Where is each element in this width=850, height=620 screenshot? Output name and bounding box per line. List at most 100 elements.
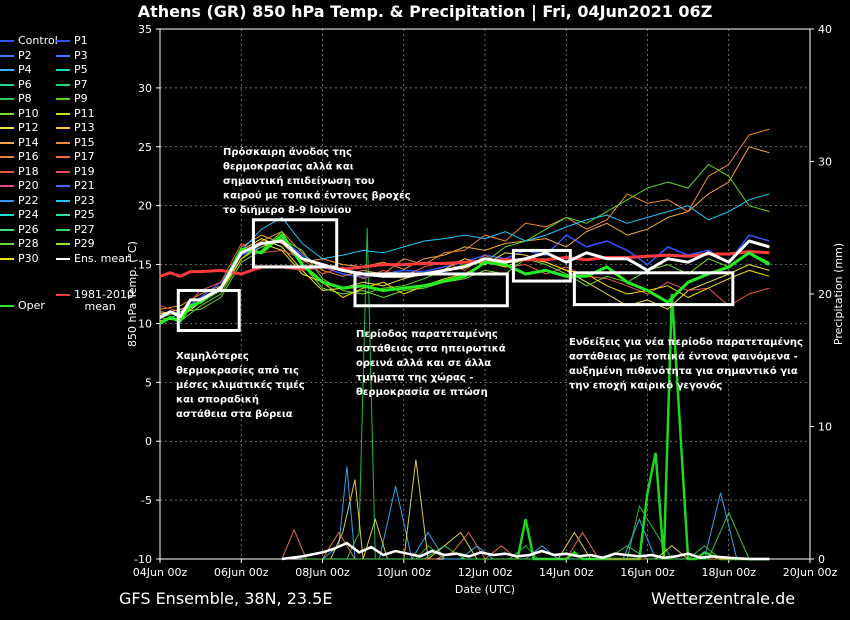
highlight-box: [572, 271, 735, 307]
x-tick-label: 10Jun 00z: [377, 566, 432, 579]
legend-label: P2: [18, 48, 32, 62]
legend-label: P12: [18, 121, 39, 134]
precip-line-p4: [322, 466, 770, 561]
legend-item: P10: [0, 106, 39, 120]
precip-line-ens-mean: [281, 541, 770, 561]
x-tick-label: 14Jun 00z: [539, 566, 594, 579]
legend-swatch: [0, 54, 14, 57]
temp-line-p12: [159, 238, 770, 315]
legend-swatch: [0, 170, 14, 173]
y-tick-label: 15: [138, 259, 152, 272]
y-tick-label: 5: [145, 376, 152, 389]
legend-item: Control: [0, 35, 58, 47]
highlight-box: [251, 218, 339, 269]
legend-item: P25: [56, 209, 95, 221]
y2-tick-label: 20: [818, 288, 832, 301]
legend-label: Ens. mean: [74, 251, 132, 265]
temp-line-p14: [159, 146, 770, 315]
legend-swatch: [0, 83, 14, 86]
y-tick-label: 25: [138, 141, 152, 154]
legend-swatch: [56, 112, 70, 115]
legend-item: P18: [0, 164, 39, 178]
y2-tick-label: 0: [818, 553, 825, 566]
legend-item: P27: [56, 222, 95, 236]
legend-label: P11: [74, 106, 95, 120]
y-axis-label: 850 hPa Temp. (°C): [126, 241, 139, 347]
legend-swatch: [56, 69, 70, 71]
legend-label: P27: [74, 222, 95, 236]
legend-swatch: [0, 185, 14, 187]
x-tick-label: 18Jun 00z: [702, 566, 757, 579]
legend-swatch: [0, 69, 14, 71]
legend-label: P7: [74, 77, 88, 91]
legend-label: P29: [74, 237, 95, 250]
legend-swatch: [0, 98, 14, 100]
legend-item: P15: [56, 136, 95, 149]
y2-tick-label: 10: [818, 421, 832, 434]
temp-line-p23: [159, 193, 770, 322]
legend-swatch: [56, 214, 70, 216]
legend-label: P3: [74, 48, 88, 62]
legend-swatch: [56, 141, 70, 144]
footer-source: GFS Ensemble, 38N, 23.5E: [119, 589, 333, 608]
highlight-box: [511, 248, 572, 283]
legend-label: P20: [18, 179, 39, 192]
legend-item: P20: [0, 180, 39, 192]
legend-item: P17: [56, 151, 95, 163]
y-tick-label: 10: [138, 317, 152, 330]
legend-swatch: [0, 156, 14, 158]
legend-item: P9: [56, 93, 88, 105]
legend-item: P23: [56, 194, 95, 207]
temp-line-p9: [159, 163, 770, 322]
legend-label: P30: [18, 251, 39, 265]
legend-swatch: [0, 112, 14, 115]
legend-label: P21: [74, 179, 95, 192]
legend-item: P12: [0, 122, 39, 134]
legend-item: P28: [0, 238, 39, 250]
legend-label: Control: [18, 34, 58, 47]
x-tick-label: 06Jun 00z: [214, 566, 269, 579]
x-tick-label: 12Jun 00z: [458, 566, 513, 579]
precip-line-p27: [302, 511, 770, 560]
legend-swatch: [0, 40, 14, 42]
legend-label: P6: [18, 77, 32, 91]
temp-line-1981-2010-mean: [159, 250, 770, 278]
legend-swatch: [56, 98, 70, 100]
legend-swatch: [0, 199, 14, 202]
legend-label: P9: [74, 92, 88, 105]
legend-label: P1: [74, 34, 88, 47]
legend-item: P22: [0, 194, 39, 207]
legend-label: Oper: [18, 299, 45, 312]
legend-label: P19: [74, 164, 95, 178]
legend-swatch: [56, 185, 70, 187]
legend-swatch: [56, 228, 70, 231]
legend-item: P1: [56, 35, 88, 47]
legend-swatch: [56, 243, 70, 245]
annotation-4: Ενδείξεις για νέα περίοδο παρατεταμένης α…: [569, 336, 803, 392]
legend-label: P10: [18, 106, 39, 120]
legend-swatch: [0, 243, 14, 245]
legend-label: P5: [74, 63, 88, 76]
legend-label: P17: [74, 150, 95, 163]
legend-item: Ens. mean: [56, 251, 132, 265]
legend-label: P14: [18, 135, 39, 149]
legend-swatch: [56, 170, 70, 173]
legend-swatch: [56, 156, 70, 158]
precip-line-p12: [330, 459, 770, 560]
footer-site: Wetterzentrale.de: [651, 589, 796, 608]
legend-swatch: [56, 294, 70, 296]
highlight-box: [353, 272, 509, 308]
legend-swatch: [56, 199, 70, 202]
legend-item: P30: [0, 251, 39, 265]
y2-tick-label: 40: [818, 23, 832, 36]
legend-item: P7: [56, 77, 88, 91]
legend-item: P21: [56, 180, 95, 192]
legend-label: P18: [18, 164, 39, 178]
legend-swatch: [56, 83, 70, 86]
annotation-3: Περίοδος παρατεταμένης αστάθειας στα ηπει…: [356, 328, 506, 398]
legend-item: P29: [56, 238, 95, 250]
y-tick-label: 0: [145, 435, 152, 448]
y-tick-label: 35: [138, 23, 152, 36]
highlight-box: [176, 288, 241, 333]
legend-swatch: [56, 54, 70, 57]
